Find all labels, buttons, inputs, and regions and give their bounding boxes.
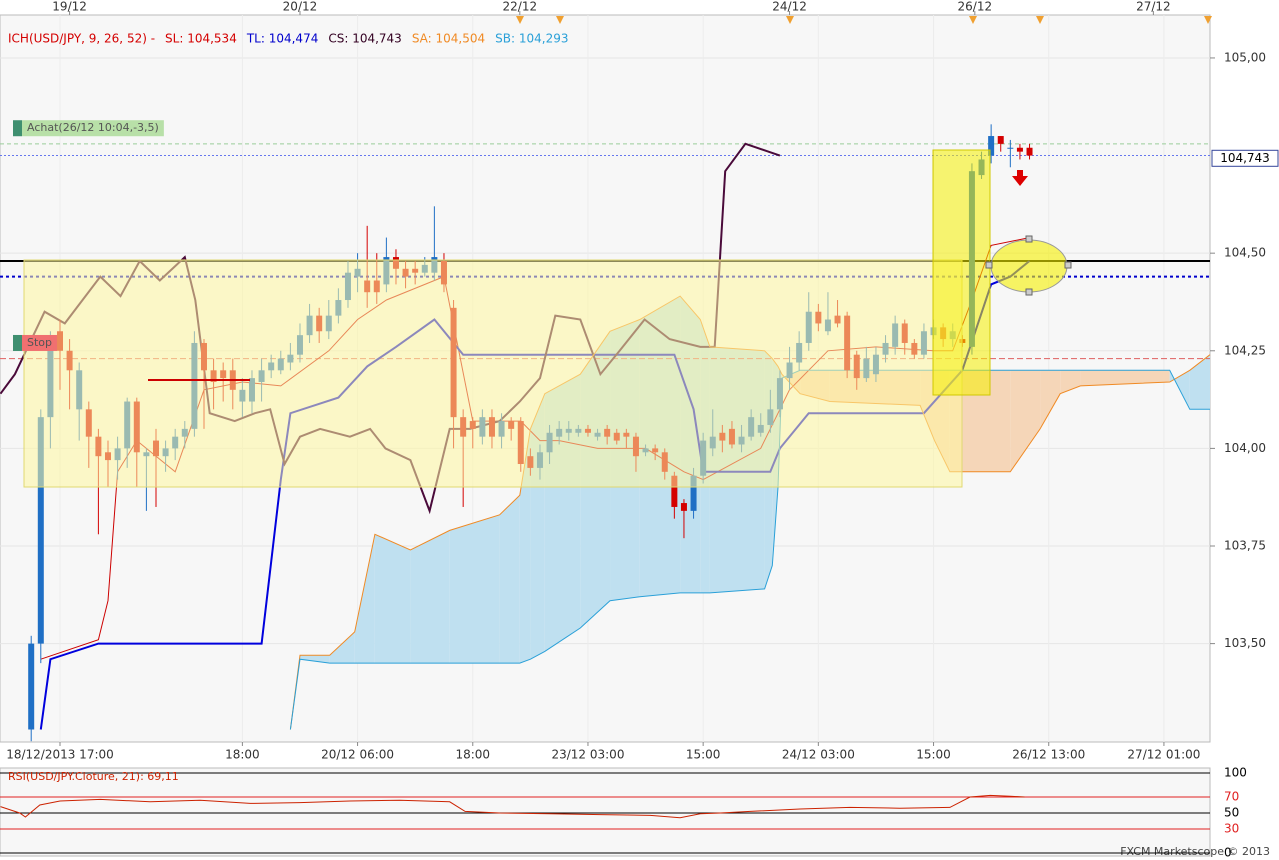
candle-body <box>37 417 44 644</box>
annotation-tag <box>13 334 22 351</box>
handle <box>1064 261 1072 269</box>
legend-item: SB: 104,293 <box>495 32 568 46</box>
rsi-tick-label: 50 <box>1224 806 1239 820</box>
candle-body <box>988 136 995 156</box>
price-tag <box>1211 149 1279 167</box>
legend-item: SL: 104,534 <box>165 32 237 46</box>
ichimoku-line <box>289 369 1210 730</box>
candle-body <box>1026 147 1033 156</box>
annotation-label: Stop <box>27 336 52 349</box>
x-tick-label: 15:00 <box>916 748 951 762</box>
x-tick-label: 23/12 03:00 <box>551 748 624 762</box>
y-tick-label: 104,50 <box>1224 246 1266 260</box>
top-tick-label: 26/12 <box>958 0 993 14</box>
top-tick-label: 22/12 <box>503 0 538 14</box>
cloud <box>1080 370 1170 386</box>
candle-body <box>28 643 35 730</box>
legend-item: CS: 104,743 <box>328 32 401 46</box>
footer: FXCM Marketscope © 2013 <box>1120 845 1270 858</box>
candle-body <box>997 136 1004 144</box>
annotation-box <box>22 120 164 137</box>
rsi-area <box>0 767 1211 857</box>
y-tick-label: 103,75 <box>1224 538 1266 552</box>
y-tick-label: 105,00 <box>1224 50 1266 64</box>
cloud <box>1060 370 1081 394</box>
candle-body <box>680 503 687 511</box>
legend-item: SA: 104,504 <box>412 32 485 46</box>
cloud <box>499 495 520 664</box>
x-tick-label: 15:00 <box>686 748 721 762</box>
legend-item: ICH(USD/JPY, 9, 26, 52) - <box>8 32 155 46</box>
x-tick-label: 27/12 01:00 <box>1127 748 1200 762</box>
range-box <box>23 259 963 488</box>
candle-body <box>1007 147 1014 149</box>
target-ellipse <box>990 239 1068 293</box>
top-tick-label: 27/12 <box>1136 0 1171 14</box>
annotation-tag <box>13 120 22 137</box>
cloud <box>1189 354 1210 410</box>
x-tick-label: 18:00 <box>225 748 260 762</box>
cloud <box>299 655 330 664</box>
x-tick-label: 20/12 06:00 <box>321 748 394 762</box>
cloud <box>949 370 1011 472</box>
candle-body <box>690 475 697 511</box>
price-tag-label: 104,743 <box>1220 151 1270 165</box>
legend-item: TL: 104,474 <box>246 32 319 46</box>
x-tick-label: 18/12/2013 17:00 <box>6 748 114 762</box>
y-tick-label: 103,50 <box>1224 636 1266 650</box>
annotation-box <box>22 334 58 351</box>
x-tick-label: 26/12 13:00 <box>1012 748 1085 762</box>
rsi-tick-label: 0 <box>1224 846 1232 860</box>
cloud <box>329 631 355 664</box>
breakout-box <box>932 149 991 396</box>
rsi-tick-label: 70 <box>1224 790 1239 804</box>
top-tick-label: 20/12 <box>283 0 318 14</box>
cloud <box>354 534 375 664</box>
cloud <box>1040 370 1061 429</box>
cloud <box>449 514 500 664</box>
rsi-line <box>0 794 1025 819</box>
annotation-label: Achat(26/12 10:04,-3,5) <box>27 121 159 134</box>
rsi-title: RSI(USD/JPY.Cloture, 21): 69,11 <box>8 770 179 783</box>
rsi-tick-label: 100 <box>1224 766 1247 780</box>
x-tick-label: 24/12 03:00 <box>782 748 855 762</box>
y-tick-label: 104,25 <box>1224 343 1266 357</box>
top-tick-label: 24/12 <box>772 0 807 14</box>
candle-body <box>671 475 678 507</box>
layer-top: Achat(26/12 10:04,-3,5) Stop ICH(USD/JPY, … <box>8 16 1212 488</box>
cloud <box>374 534 411 664</box>
handle <box>1025 288 1033 296</box>
y-tick-label: 104,00 <box>1224 441 1266 455</box>
event-markers <box>516 16 1212 24</box>
rsi-tick-label: 30 <box>1224 822 1239 836</box>
arrow-signal <box>1012 170 1028 186</box>
cloud <box>1010 370 1041 472</box>
handle <box>985 261 993 269</box>
handle <box>1025 235 1033 243</box>
top-tick-label: 19/12 <box>52 0 87 14</box>
x-tick-label: 18:00 <box>455 748 490 762</box>
cloud <box>410 530 450 664</box>
candle-body <box>1016 147 1023 152</box>
